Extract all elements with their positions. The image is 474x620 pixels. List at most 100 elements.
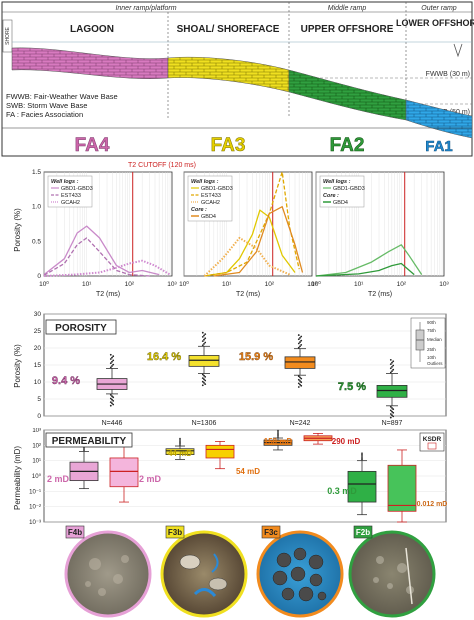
- porosity-outlier: [392, 411, 395, 414]
- porosity-outlier: [109, 362, 112, 365]
- legend-outliers: Outliers: [427, 361, 443, 366]
- permeability-outlier: [179, 444, 181, 446]
- porosity-outlier: [204, 383, 207, 385]
- porosity-outlier: [203, 374, 205, 377]
- zone-lower-offshore-label: LOWER OFFSHORE: [396, 18, 474, 28]
- porosity-outlier: [297, 382, 300, 385]
- thin-section-f2b: [348, 530, 436, 618]
- nmr-xtick: 10²: [125, 281, 135, 288]
- nmr-curve-gbd1-gbd3: [204, 209, 296, 277]
- porosity-outlier: [109, 397, 112, 400]
- nmr-legend-entry: GCAH2: [201, 200, 220, 206]
- ksdr-box: [419, 432, 445, 452]
- permeability-box-fa3-ksdr: [205, 441, 235, 470]
- permeability-outlier: [277, 432, 279, 434]
- nmr-curve-gbd4: [315, 262, 415, 277]
- porosity-outlier: [112, 363, 115, 366]
- porosity-ylabel: Porosity (%): [13, 344, 22, 388]
- porosity-outlier: [204, 337, 207, 340]
- nmr-xtick: 10³: [167, 281, 177, 288]
- fa2-label: FA2: [330, 135, 365, 156]
- permeability-outlier: [83, 447, 85, 449]
- porosity-outlier: [392, 408, 395, 411]
- count-fa3: N=1306: [192, 420, 217, 427]
- permeability-box-fa2-ksdr: [303, 433, 333, 445]
- permeability-outlier: [361, 458, 363, 461]
- perm-value-fa1-ksdr: 0.012 mD: [417, 501, 448, 508]
- porosity-outlier: [112, 396, 115, 399]
- box-legend: 90th 75th Median 25th 10th Outliers: [410, 317, 446, 369]
- porosity-outlier: [203, 378, 205, 381]
- permeability-outlier: [361, 454, 363, 457]
- thin-section-f3c-texture: [272, 547, 327, 602]
- legend-p10: 10th: [427, 355, 436, 360]
- shore-box: [2, 19, 13, 53]
- porosity-outlier: [109, 353, 112, 356]
- porosity-outlier: [300, 384, 303, 387]
- porosity-outlier: [297, 378, 300, 381]
- porosity-outlier: [300, 343, 303, 346]
- legend-fa: FA : Facies Association: [6, 110, 83, 119]
- porosity-outlier: [112, 355, 115, 358]
- t2-cutoff-label: T2 CUTOFF (120 ms): [128, 162, 196, 169]
- permeability-outlier: [361, 453, 363, 456]
- porosity-ytick: 15: [34, 362, 42, 369]
- porosity-outlier: [201, 336, 204, 338]
- porosity-outlier: [297, 346, 300, 349]
- permeability-ylabel: Permeability (mD): [13, 446, 22, 510]
- fa1-label: FA1: [425, 138, 453, 155]
- porosity-outlier: [203, 338, 205, 341]
- permeability-panel: 10⁻³ 10⁻² 10⁻¹ 10⁰ 10¹ 10² 10³ Permeability (m…: [13, 428, 448, 524]
- permeability-ytick: 10¹: [32, 459, 41, 465]
- porosity-outlier: [111, 356, 113, 359]
- nmr-legend-core-title: Core :: [323, 193, 339, 199]
- perm-value-fa2: 150 mD: [264, 437, 293, 446]
- porosity-outlier: [203, 343, 205, 345]
- count-fa4: N=446: [102, 420, 123, 427]
- wave-icon: [453, 43, 463, 58]
- porosity-outlier: [299, 376, 301, 379]
- porosity-outlier: [389, 416, 392, 419]
- perm-value-fa3-ksdr: 54 mD: [236, 467, 260, 476]
- porosity-outlier: [111, 360, 113, 363]
- porosity-outlier: [299, 383, 301, 386]
- nmr-legend-entry: EST433: [201, 193, 221, 199]
- nmr-xtick: 10⁰: [39, 280, 49, 288]
- permeability-outlier: [83, 448, 85, 450]
- ramp-label-inner: Inner ramp/platform: [115, 5, 176, 12]
- porosity-box-fa2: [284, 334, 316, 388]
- permeability-ytick: 10²: [32, 443, 41, 449]
- porosity-value-fa4: 9.4 %: [52, 375, 80, 387]
- facies-band-fa1: [405, 99, 473, 139]
- porosity-box-fa1: [376, 359, 408, 419]
- thin-section-f4b-texture: [85, 555, 129, 596]
- nmr-ytick: 1.0: [32, 204, 41, 211]
- legend-p75: 75th: [427, 328, 436, 333]
- thin-label-f4b: F4b: [68, 528, 82, 537]
- porosity-outlier: [201, 377, 204, 379]
- label-box-f4b: [65, 525, 85, 539]
- diagram-frame: [1, 1, 473, 157]
- nmr-legend-title: Well logs :: [191, 179, 219, 185]
- nmr-xlabel: T2 (ms): [368, 291, 392, 298]
- porosity-ytick: 10: [34, 379, 42, 386]
- fa3-label: FA3: [211, 135, 246, 156]
- permeability-outlier: [179, 442, 181, 445]
- nmr-xtick: 10³: [307, 281, 317, 288]
- nmr-panel-1: 10⁰ 10¹ 10² 10³ T2 (ms) 0 0.5 1.0 1.5 Well logs :…: [32, 169, 178, 298]
- permeability-title: PERMEABILITY: [52, 436, 127, 447]
- porosity-outlier: [201, 373, 204, 376]
- nmr-curve-est433: [43, 237, 150, 277]
- nmr-legend-entry: GBD1-GBD3: [333, 186, 365, 192]
- porosity-outlier: [109, 394, 112, 396]
- porosity-outlier: [201, 340, 204, 342]
- permeability-box-fa1-ksdr: [387, 449, 417, 523]
- nmr-xtick: 10³: [439, 281, 449, 288]
- permeability-box-body: [205, 444, 235, 459]
- perm-value-fa3: 44 mD: [168, 449, 192, 458]
- porosity-outlier: [112, 403, 115, 406]
- porosity-outlier: [109, 358, 112, 360]
- porosity-outlier: [201, 344, 204, 347]
- nmr-legend-core-title: Core :: [191, 207, 207, 213]
- thin-section-f3b-texture: [179, 553, 228, 598]
